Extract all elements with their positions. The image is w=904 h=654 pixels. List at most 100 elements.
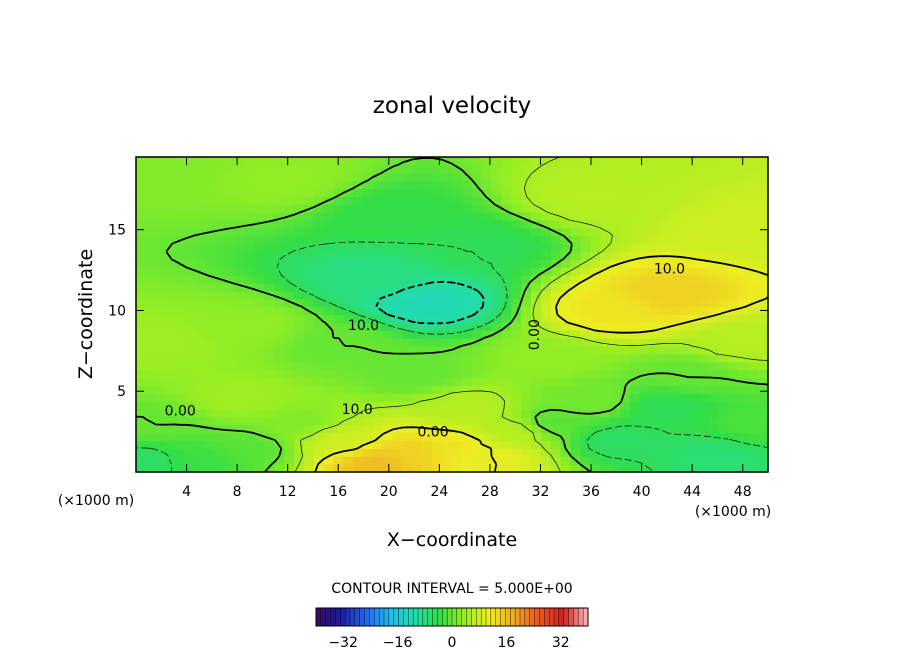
heatmap-cell xyxy=(185,235,196,245)
heatmap-cell xyxy=(540,385,552,394)
heatmap-cell xyxy=(442,267,453,276)
heatmap-cell xyxy=(422,440,433,449)
heatmap-cell xyxy=(323,204,335,213)
heatmap-cell xyxy=(708,251,720,260)
heatmap-cell xyxy=(402,353,414,363)
heatmap-cell xyxy=(521,456,532,465)
heatmap-cell xyxy=(669,275,680,284)
heatmap-cell xyxy=(610,306,621,316)
heatmap-cell xyxy=(274,243,285,253)
heatmap-cell xyxy=(165,369,177,379)
heatmap-cell xyxy=(570,259,581,268)
heatmap-cell xyxy=(303,448,315,457)
heatmap-cell xyxy=(481,164,493,174)
heatmap-cell xyxy=(422,338,433,347)
heatmap-cell xyxy=(185,267,196,276)
heatmap-cell xyxy=(669,180,680,190)
heatmap-cell xyxy=(185,164,196,174)
heatmap-cell xyxy=(313,416,325,426)
heatmap-cell xyxy=(313,440,325,449)
heatmap-cell xyxy=(461,204,473,213)
heatmap-cell xyxy=(570,330,581,339)
heatmap-cell xyxy=(175,432,186,442)
heatmap-cell xyxy=(195,220,206,229)
heatmap-cell xyxy=(718,290,730,300)
heatmap-cell xyxy=(303,243,315,253)
heatmap-cell xyxy=(432,157,443,166)
heatmap-cell xyxy=(274,377,285,386)
heatmap-cell xyxy=(274,275,285,284)
heatmap-cell xyxy=(373,456,384,465)
heatmap-cell xyxy=(303,456,315,465)
heatmap-cell xyxy=(659,180,670,190)
heatmap-cell xyxy=(501,164,512,174)
heatmap-cell xyxy=(511,440,522,449)
heatmap-cell xyxy=(748,330,759,339)
heatmap-cell xyxy=(619,212,631,221)
heatmap-cell xyxy=(254,346,265,355)
heatmap-cell xyxy=(610,243,621,253)
heatmap-cell xyxy=(580,220,591,229)
heatmap-cell xyxy=(215,164,226,174)
heatmap-cell xyxy=(590,172,601,182)
heatmap-cell xyxy=(718,164,730,174)
heatmap-cell xyxy=(373,157,384,166)
heatmap-cell xyxy=(708,267,720,276)
heatmap-cell xyxy=(145,204,157,213)
heatmap-cell xyxy=(471,440,483,449)
colorbar-segment xyxy=(480,607,487,627)
heatmap-cell xyxy=(501,330,512,339)
heatmap-cell xyxy=(570,180,581,190)
heatmap-cell xyxy=(698,369,710,379)
heatmap-cell xyxy=(284,243,295,253)
heatmap-cell xyxy=(669,338,680,347)
heatmap-cell xyxy=(363,361,374,371)
heatmap-cell xyxy=(254,220,265,229)
heatmap-cell xyxy=(215,361,226,371)
heatmap-cell xyxy=(402,227,414,237)
heatmap-cell xyxy=(353,314,364,323)
heatmap-cell xyxy=(629,393,641,402)
heatmap-cell xyxy=(748,196,759,205)
heatmap-cell xyxy=(471,401,483,410)
heatmap-cell xyxy=(758,377,769,386)
heatmap-cell xyxy=(224,338,236,347)
heatmap-cell xyxy=(254,196,265,205)
heatmap-cell xyxy=(758,227,769,237)
heatmap-cell xyxy=(205,369,216,379)
heatmap-cell xyxy=(560,330,572,339)
heatmap-cell xyxy=(392,456,404,465)
heatmap-cell xyxy=(185,346,196,355)
heatmap-cell xyxy=(679,314,690,323)
heatmap-cell xyxy=(363,227,374,237)
heatmap-cell xyxy=(353,306,364,316)
heatmap-cell xyxy=(698,338,710,347)
heatmap-cell xyxy=(689,322,700,331)
heatmap-cell xyxy=(136,393,147,402)
heatmap-cell xyxy=(718,212,730,221)
heatmap-cell xyxy=(442,227,453,237)
heatmap-cell xyxy=(600,188,611,197)
heatmap-cell xyxy=(136,172,147,182)
heatmap-cell xyxy=(481,346,493,355)
heatmap-cell xyxy=(501,275,512,284)
heatmap-cell xyxy=(580,164,591,174)
heatmap-cell xyxy=(323,275,335,284)
heatmap-cell xyxy=(758,409,769,418)
heatmap-cell xyxy=(610,416,621,426)
heatmap-cell xyxy=(550,212,562,221)
heatmap-cell xyxy=(452,164,463,174)
heatmap-cell xyxy=(619,157,631,166)
heatmap-cell xyxy=(531,393,542,402)
heatmap-cell xyxy=(402,409,414,418)
colorbar-segment xyxy=(568,607,574,627)
heatmap-cell xyxy=(452,464,463,473)
heatmap-cell xyxy=(155,330,167,339)
heatmap-cell xyxy=(274,464,285,473)
heatmap-cell xyxy=(461,338,473,347)
heatmap-cell xyxy=(294,267,305,276)
heatmap-cell xyxy=(521,157,532,166)
heatmap-cell xyxy=(432,172,443,182)
heatmap-cell xyxy=(610,440,621,449)
heatmap-cell xyxy=(639,283,651,292)
